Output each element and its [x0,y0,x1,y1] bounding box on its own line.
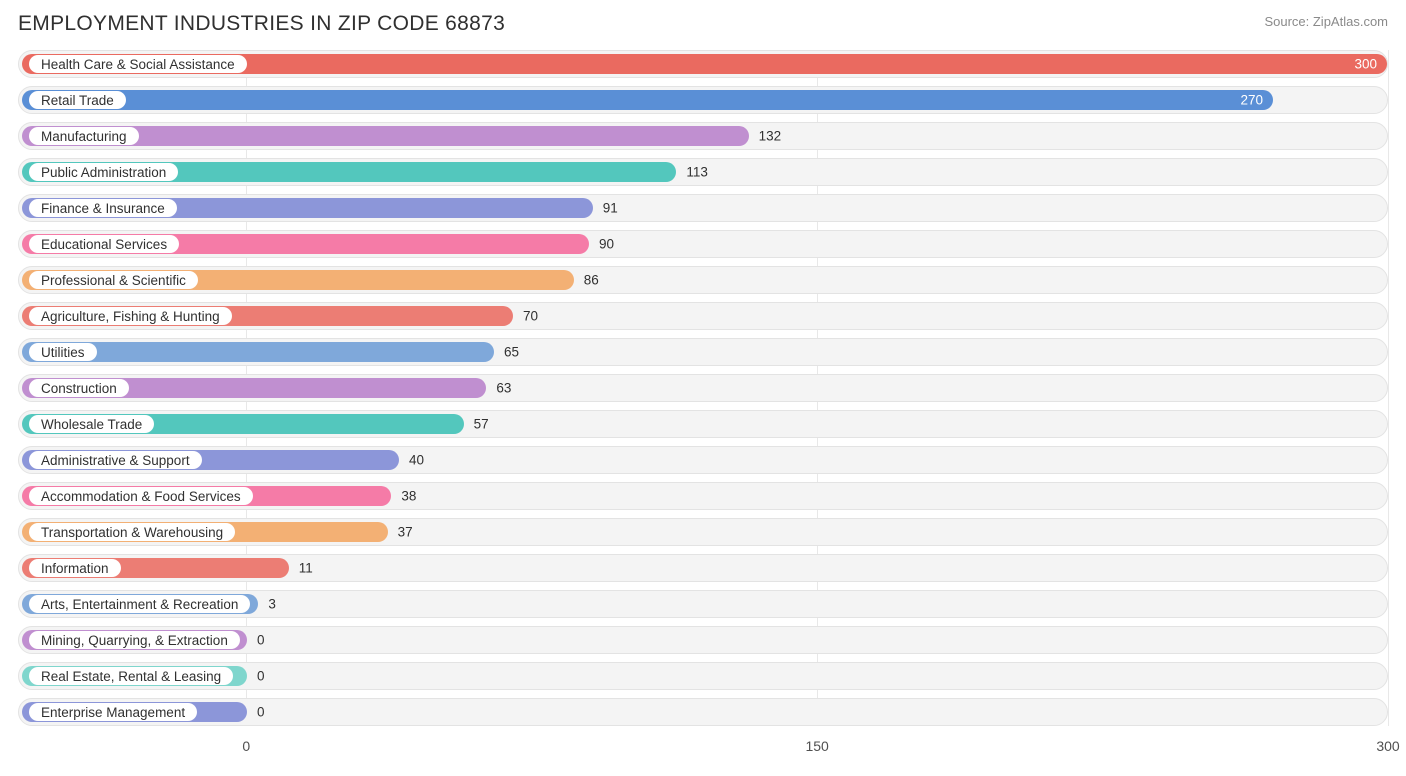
x-axis-tick-label: 300 [1376,738,1399,754]
bar-label: Agriculture, Fishing & Hunting [29,307,232,325]
bar-label: Health Care & Social Assistance [29,55,247,73]
bar-row: Construction 63 [18,374,1388,402]
bar-value: 70 [523,309,538,324]
bar-row: Agriculture, Fishing & Hunting 70 [18,302,1388,330]
bar-row: Real Estate, Rental & Leasing 0 [18,662,1388,690]
bar-row: 300 Health Care & Social Assistance [18,50,1388,78]
bar-label: Retail Trade [29,91,126,109]
gridline [1388,50,1389,726]
bars-container: 300Health Care & Social Assistance270Ret… [18,50,1388,726]
bar-value: 0 [257,705,265,720]
bar-label: Professional & Scientific [29,271,198,289]
bar-row: Wholesale Trade 57 [18,410,1388,438]
bar-value: 40 [409,453,424,468]
bar-label: Public Administration [29,163,178,181]
bar-value: 63 [496,381,511,396]
bar-row: 270 Retail Trade [18,86,1388,114]
chart-header: EMPLOYMENT INDUSTRIES IN ZIP CODE 68873 … [18,12,1388,36]
bar-fill: 270 [22,90,1273,110]
bar-label: Educational Services [29,235,179,253]
bar-label: Administrative & Support [29,451,202,469]
chart-area: 300Health Care & Social Assistance270Ret… [18,50,1388,762]
bar-value: 90 [599,237,614,252]
bar-row: Transportation & Warehousing 37 [18,518,1388,546]
bar-row: Finance & Insurance 91 [18,194,1388,222]
bar-label: Mining, Quarrying, & Extraction [29,631,240,649]
bar-row: Public Administration 113 [18,158,1388,186]
bar-value: 270 [1240,93,1263,108]
bar-value: 37 [398,525,413,540]
bar-row: Information 11 [18,554,1388,582]
bar-row: Enterprise Management 0 [18,698,1388,726]
bar-value: 113 [686,165,708,180]
bar-label: Arts, Entertainment & Recreation [29,595,250,613]
x-axis: 0150300 [18,734,1388,762]
chart-source: Source: ZipAtlas.com [1264,14,1388,29]
bar-label: Information [29,559,121,577]
bar-row: Accommodation & Food Services 38 [18,482,1388,510]
x-axis-tick-label: 150 [805,738,828,754]
bar-value: 86 [584,273,599,288]
bar-value: 91 [603,201,618,216]
bar-row: Professional & Scientific 86 [18,266,1388,294]
bar-value: 11 [299,561,313,576]
bar-label: Wholesale Trade [29,415,154,433]
bar-label: Finance & Insurance [29,199,177,217]
bar-row: Utilities 65 [18,338,1388,366]
bar-value: 38 [401,489,416,504]
bar-value: 132 [759,129,782,144]
x-axis-tick-label: 0 [242,738,250,754]
bar-row: Educational Services 90 [18,230,1388,258]
bar-label: Construction [29,379,129,397]
bar-label: Real Estate, Rental & Leasing [29,667,233,685]
bar-label: Utilities [29,343,97,361]
bar-value: 65 [504,345,519,360]
bar-label: Manufacturing [29,127,139,145]
bar-value: 0 [257,669,265,684]
bar-value: 300 [1354,57,1377,72]
bar-label: Transportation & Warehousing [29,523,235,541]
bar-value: 0 [257,633,265,648]
bar-row: Arts, Entertainment & Recreation 3 [18,590,1388,618]
bar-value: 57 [474,417,489,432]
bar-label: Enterprise Management [29,703,197,721]
bar-row: Manufacturing 132 [18,122,1388,150]
bar-row: Mining, Quarrying, & Extraction 0 [18,626,1388,654]
bar-row: Administrative & Support 40 [18,446,1388,474]
bar-label: Accommodation & Food Services [29,487,253,505]
chart-title: EMPLOYMENT INDUSTRIES IN ZIP CODE 68873 [18,12,505,36]
bar-value: 3 [268,597,276,612]
